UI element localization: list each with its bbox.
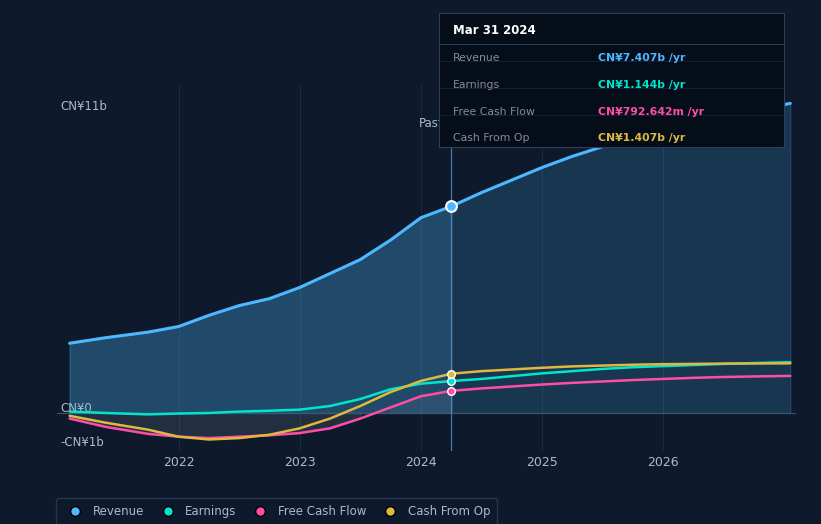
Text: Cash From Op: Cash From Op [453, 134, 530, 144]
Point [445, 369, 458, 378]
Text: CN¥792.642m /yr: CN¥792.642m /yr [598, 107, 704, 117]
Text: CN¥1.144b /yr: CN¥1.144b /yr [598, 80, 685, 90]
Text: -CN¥1b: -CN¥1b [60, 436, 103, 449]
Text: CN¥0: CN¥0 [60, 402, 92, 416]
Text: Analysts Forecasts: Analysts Forecasts [458, 117, 568, 130]
Text: Free Cash Flow: Free Cash Flow [453, 107, 535, 117]
Point [445, 202, 458, 211]
Legend: Revenue, Earnings, Free Cash Flow, Cash From Op: Revenue, Earnings, Free Cash Flow, Cash … [56, 498, 498, 524]
Text: Revenue: Revenue [453, 53, 501, 63]
Text: Earnings: Earnings [453, 80, 500, 90]
Point [445, 377, 458, 385]
Text: Mar 31 2024: Mar 31 2024 [453, 24, 536, 37]
Text: CN¥11b: CN¥11b [60, 100, 107, 113]
Text: Past: Past [420, 117, 444, 130]
Text: CN¥1.407b /yr: CN¥1.407b /yr [598, 134, 685, 144]
Text: CN¥7.407b /yr: CN¥7.407b /yr [598, 53, 686, 63]
Point [445, 387, 458, 395]
